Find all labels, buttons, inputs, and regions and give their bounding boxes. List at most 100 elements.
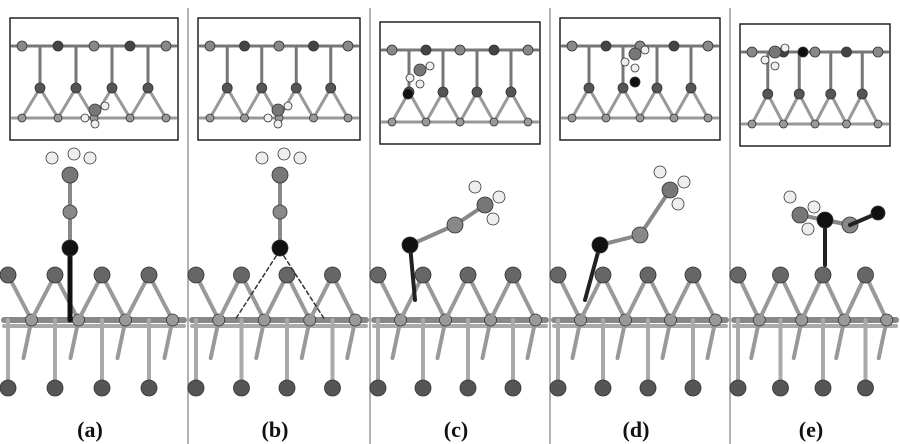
atom bbox=[294, 152, 306, 164]
atom bbox=[798, 47, 808, 57]
atom bbox=[592, 237, 608, 253]
atom bbox=[205, 41, 215, 51]
atom bbox=[874, 120, 882, 128]
atom bbox=[595, 267, 611, 283]
atom bbox=[550, 380, 566, 396]
atom bbox=[161, 41, 171, 51]
atom bbox=[89, 104, 101, 116]
atom bbox=[630, 77, 640, 87]
atom bbox=[415, 267, 431, 283]
atom bbox=[489, 45, 499, 55]
atom bbox=[568, 114, 576, 122]
atom bbox=[89, 41, 99, 51]
atom bbox=[94, 380, 110, 396]
atom bbox=[784, 191, 796, 203]
atom bbox=[567, 41, 577, 51]
atom bbox=[141, 267, 157, 283]
atom bbox=[54, 114, 62, 122]
atom bbox=[240, 41, 250, 51]
atom bbox=[162, 114, 170, 122]
atom bbox=[817, 212, 833, 228]
atom bbox=[524, 118, 532, 126]
atom bbox=[94, 267, 110, 283]
atom bbox=[773, 267, 789, 283]
atom bbox=[640, 267, 656, 283]
atom bbox=[167, 314, 179, 326]
atom bbox=[530, 314, 542, 326]
atom bbox=[46, 152, 58, 164]
atom bbox=[422, 118, 430, 126]
atom bbox=[670, 114, 678, 122]
atom bbox=[273, 205, 287, 219]
atom bbox=[206, 114, 214, 122]
atom bbox=[842, 47, 852, 57]
atom bbox=[747, 47, 757, 57]
atom bbox=[506, 87, 516, 97]
atom bbox=[678, 176, 690, 188]
atom bbox=[370, 267, 386, 283]
atom bbox=[68, 148, 80, 160]
atom bbox=[325, 267, 341, 283]
panel-label: (d) bbox=[623, 417, 650, 442]
atom bbox=[143, 83, 153, 93]
atom bbox=[456, 118, 464, 126]
atom bbox=[460, 267, 476, 283]
atom bbox=[272, 104, 284, 116]
atom bbox=[0, 267, 16, 283]
atom bbox=[81, 114, 89, 122]
panel-label: (e) bbox=[799, 417, 823, 442]
atom bbox=[641, 46, 649, 54]
atom bbox=[279, 380, 295, 396]
atom bbox=[629, 48, 641, 60]
atom bbox=[91, 120, 99, 128]
atom bbox=[490, 118, 498, 126]
atom bbox=[618, 83, 628, 93]
atom bbox=[62, 240, 78, 256]
atom bbox=[272, 240, 288, 256]
atom bbox=[17, 41, 27, 51]
panel-label: (a) bbox=[77, 417, 103, 442]
atom bbox=[761, 56, 769, 64]
atom bbox=[284, 102, 292, 110]
atom bbox=[686, 83, 696, 93]
atom bbox=[602, 114, 610, 122]
atom bbox=[107, 83, 117, 93]
atom bbox=[387, 45, 397, 55]
atom bbox=[415, 380, 431, 396]
atom bbox=[326, 83, 336, 93]
atom bbox=[472, 87, 482, 97]
atom bbox=[771, 62, 779, 70]
panel-label: (b) bbox=[262, 417, 289, 442]
atom bbox=[416, 80, 424, 88]
atom bbox=[652, 83, 662, 93]
atom bbox=[871, 206, 885, 220]
atom bbox=[47, 267, 63, 283]
atom bbox=[769, 46, 781, 58]
atom bbox=[636, 114, 644, 122]
atom bbox=[730, 267, 746, 283]
atom bbox=[222, 83, 232, 93]
atom bbox=[325, 380, 341, 396]
atom bbox=[234, 380, 250, 396]
atom bbox=[53, 41, 63, 51]
atom bbox=[388, 118, 396, 126]
atom bbox=[672, 198, 684, 210]
atom bbox=[843, 120, 851, 128]
atom bbox=[505, 267, 521, 283]
atom bbox=[781, 44, 789, 52]
atom bbox=[406, 74, 414, 82]
atom bbox=[309, 41, 319, 51]
atom bbox=[278, 148, 290, 160]
atom bbox=[710, 314, 722, 326]
atom bbox=[477, 197, 493, 213]
atom bbox=[455, 45, 465, 55]
atom bbox=[815, 267, 831, 283]
atom bbox=[126, 114, 134, 122]
atom bbox=[810, 47, 820, 57]
atom bbox=[241, 114, 249, 122]
atom bbox=[704, 114, 712, 122]
atom bbox=[685, 380, 701, 396]
atom bbox=[826, 89, 836, 99]
atom bbox=[505, 380, 521, 396]
atom bbox=[344, 114, 352, 122]
